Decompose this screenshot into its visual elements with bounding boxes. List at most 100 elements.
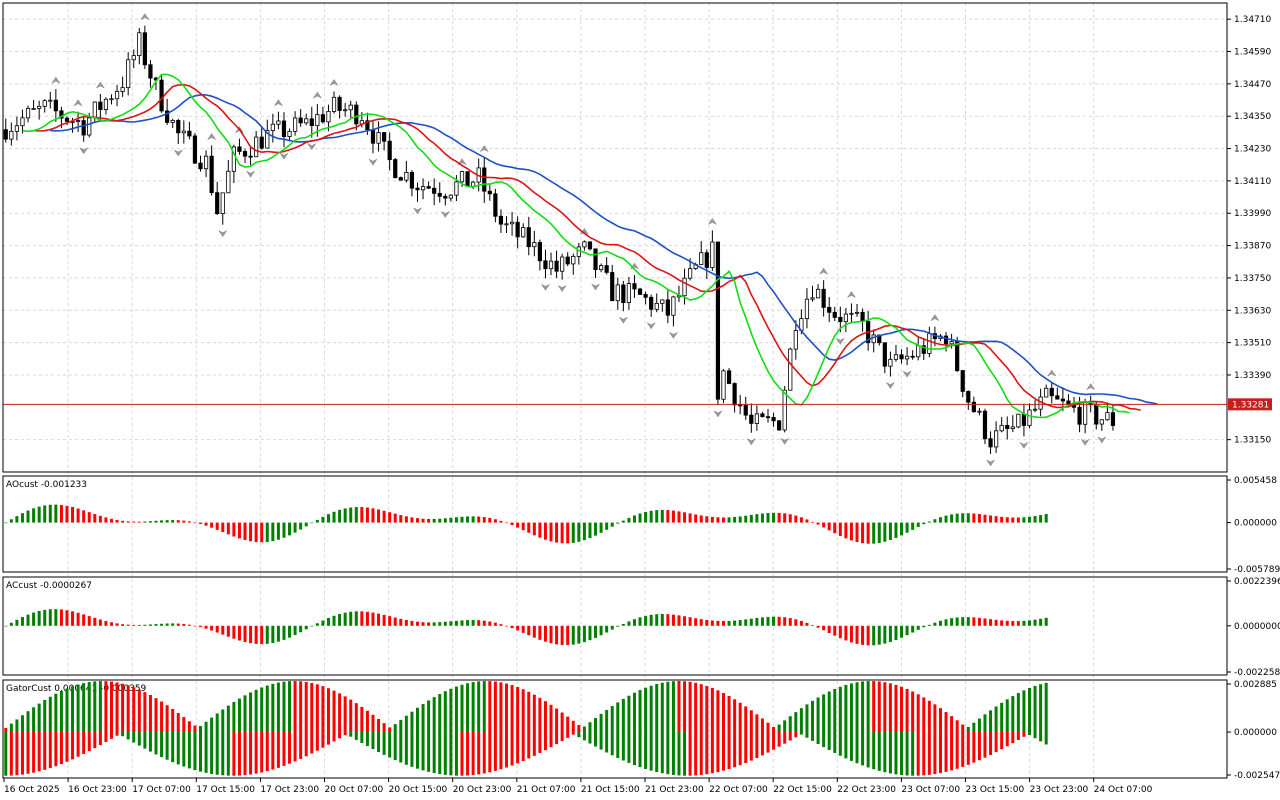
gator-upper-bar: [338, 693, 342, 733]
histogram-bar: [938, 517, 942, 523]
gator-upper-bar: [733, 699, 737, 733]
gator-lower-bar: [343, 732, 347, 736]
histogram-bar: [950, 514, 954, 523]
histogram-bar: [115, 623, 119, 626]
histogram-bar: [532, 625, 536, 638]
fractal-up-arrow: [707, 217, 718, 226]
gator-upper-bar: [777, 724, 781, 733]
histogram-bar: [321, 620, 325, 626]
gator-upper-bar: [883, 682, 887, 733]
histogram-bar: [388, 616, 392, 626]
histogram-bar: [1022, 517, 1026, 523]
gator-upper-bar: [76, 684, 80, 733]
gator-upper-bar: [1044, 682, 1048, 733]
gator-lower-bar: [454, 732, 458, 776]
histogram-bar: [243, 522, 247, 541]
gator-lower-bar: [415, 732, 419, 769]
gator-upper-bar: [1011, 696, 1015, 733]
gator-upper-bar: [488, 681, 492, 733]
gator-lower-bar: [777, 732, 781, 747]
fractal-down-arrow: [618, 316, 629, 324]
gator-lower-bar: [438, 732, 442, 775]
gator-lower-bar: [861, 732, 865, 766]
candle-body: [626, 283, 632, 303]
histogram-bar: [115, 519, 119, 523]
candle-body: [532, 242, 537, 248]
gator-upper-bar: [165, 705, 169, 733]
histogram-bar: [749, 618, 753, 626]
price-tick-label: 1.33630: [1234, 306, 1271, 316]
histogram-bar: [271, 625, 275, 644]
candle-body: [404, 172, 409, 181]
price-tick-label: 1.34710: [1234, 15, 1271, 25]
gator-upper-bar: [438, 694, 442, 733]
gator-lower-bar: [282, 732, 286, 766]
candle-body: [281, 120, 287, 137]
histogram-bar: [160, 520, 164, 523]
histogram-bar: [961, 513, 965, 523]
gator-lower-bar: [616, 732, 620, 758]
histogram-bar: [109, 518, 113, 523]
gator-upper-bar: [326, 688, 330, 733]
gator-upper-bar: [966, 726, 970, 733]
fractal-down-arrow: [540, 283, 551, 291]
fractal-down-arrow: [557, 284, 567, 293]
histogram-bar: [404, 619, 408, 626]
candle-body: [126, 59, 131, 89]
histogram-bar: [721, 621, 725, 626]
price-tick-label: 1.33870: [1234, 242, 1271, 252]
gator-upper-bar: [555, 708, 559, 733]
candle-body: [448, 194, 453, 199]
gator-lower-bar: [872, 732, 876, 770]
gator-lower-bar: [154, 732, 158, 755]
candle-body: [387, 140, 392, 160]
gator-upper-bar: [938, 708, 942, 733]
gator-lower-bar: [237, 732, 241, 776]
histogram-bar: [65, 505, 69, 523]
candle-body: [59, 110, 64, 119]
histogram-bar: [121, 520, 125, 523]
gator-lower-bar: [549, 732, 553, 748]
gator-lower-bar: [360, 732, 364, 743]
histogram-bar: [460, 516, 464, 523]
candle-body: [660, 299, 665, 304]
histogram-bar: [365, 611, 369, 626]
gator-lower-bar: [1011, 732, 1015, 744]
fractal-down-arrow: [668, 331, 679, 339]
candle-body: [665, 299, 670, 316]
histogram-bar: [794, 515, 798, 523]
histogram-bar: [605, 522, 609, 530]
histogram-bar: [989, 619, 993, 626]
fractal-up-arrow: [51, 76, 61, 84]
gator-upper-bar: [632, 692, 636, 733]
histogram-bar: [1039, 618, 1043, 626]
histogram-bar: [466, 516, 470, 523]
histogram-bar: [777, 512, 781, 523]
x-tick-label: 20 Oct 23:00: [453, 785, 512, 795]
histogram-bar: [310, 522, 314, 524]
gator-upper-bar: [811, 700, 815, 733]
gator-lower-bar: [983, 732, 987, 758]
gator-upper-bar: [43, 700, 47, 733]
gator-lower-bar: [900, 732, 904, 776]
gator-upper-bar: [510, 685, 514, 733]
gator-lower-bar: [443, 732, 447, 775]
candle-body: [109, 98, 114, 101]
gator-upper-bar: [404, 715, 408, 733]
histogram-bar: [1027, 516, 1031, 523]
candle-body: [259, 136, 264, 149]
gator-upper-bar: [65, 688, 69, 733]
histogram-bar: [760, 617, 764, 626]
gator-upper-bar: [276, 682, 280, 733]
histogram-bar: [799, 517, 803, 523]
gator-upper-bar: [911, 691, 915, 733]
gator-lower-bar: [927, 732, 931, 775]
gator-lower-bar: [4, 732, 8, 776]
histogram-bar: [260, 625, 264, 645]
gator-upper-bar: [215, 713, 219, 733]
gator-upper-bar: [382, 723, 386, 733]
gator-upper-bar: [466, 683, 470, 733]
histogram-bar: [900, 522, 904, 536]
candle-body: [749, 414, 754, 424]
